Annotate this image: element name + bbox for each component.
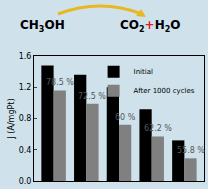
svg-text:0.0: 0.0 <box>19 177 32 186</box>
svg-text:J (A/mgPt): J (A/mgPt) <box>7 98 16 139</box>
svg-text:0.4: 0.4 <box>19 146 32 155</box>
svg-text:55.8 %: 55.8 % <box>177 146 205 155</box>
svg-text:60 %: 60 % <box>115 113 136 122</box>
svg-text:1.6: 1.6 <box>19 52 32 61</box>
html-text:CO2+ H2O: CO2+ H2O <box>120 18 181 35</box>
svg-text:0.8: 0.8 <box>19 114 32 123</box>
svg-text:Initial: Initial <box>134 68 153 76</box>
svg-text:After 1000 cycles: After 1000 cycles <box>134 87 195 95</box>
svg-text:1.2: 1.2 <box>19 83 32 92</box>
svg-text:78.5 %: 78.5 % <box>46 78 74 87</box>
html-text:CH3OH: CH3OH <box>20 18 65 35</box>
svg-text:72.5 %: 72.5 % <box>78 92 106 101</box>
svg-text:62.2 %: 62.2 % <box>144 124 172 133</box>
